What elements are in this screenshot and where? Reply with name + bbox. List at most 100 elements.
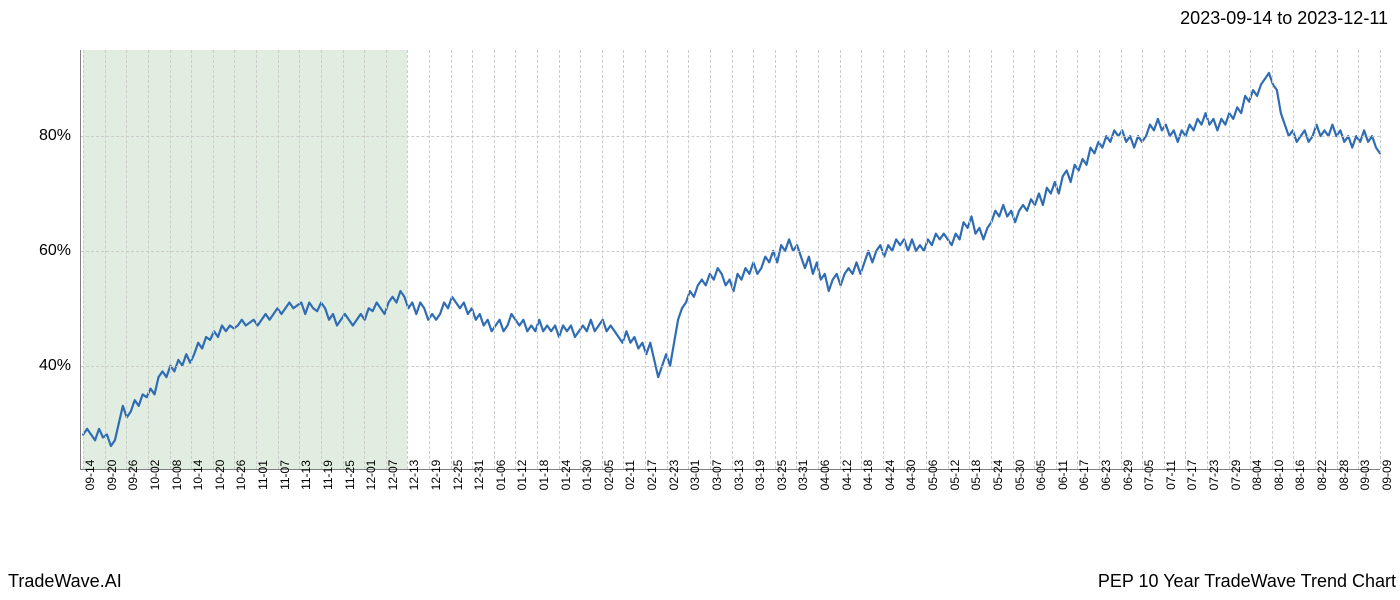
x-tick-label: 03-25	[775, 460, 789, 491]
v-gridline	[580, 50, 581, 469]
x-tick-label: 06-05	[1034, 460, 1048, 491]
v-gridline	[1185, 50, 1186, 469]
x-tick-label: 09-09	[1380, 460, 1394, 491]
x-tick-label: 06-29	[1121, 460, 1135, 491]
x-tick-label: 01-30	[580, 460, 594, 491]
v-gridline	[299, 50, 300, 469]
v-gridline	[1337, 50, 1338, 469]
v-gridline	[796, 50, 797, 469]
v-gridline	[256, 50, 257, 469]
v-gridline	[321, 50, 322, 469]
x-tick-label: 07-23	[1207, 460, 1221, 491]
v-gridline	[1315, 50, 1316, 469]
date-range-label: 2023-09-14 to 2023-12-11	[1180, 8, 1388, 29]
v-gridline	[753, 50, 754, 469]
x-tick-label: 05-30	[1013, 460, 1027, 491]
v-gridline	[602, 50, 603, 469]
v-gridline	[710, 50, 711, 469]
x-tick-label: 07-11	[1164, 460, 1178, 490]
x-tick-label: 10-02	[148, 460, 162, 491]
v-gridline	[667, 50, 668, 469]
v-gridline	[191, 50, 192, 469]
v-gridline	[537, 50, 538, 469]
v-gridline	[1056, 50, 1057, 469]
v-gridline	[1099, 50, 1100, 469]
v-gridline	[1380, 50, 1381, 469]
x-tick-label: 07-29	[1229, 460, 1243, 491]
v-gridline	[904, 50, 905, 469]
x-tick-label: 10-26	[234, 460, 248, 491]
v-gridline	[991, 50, 992, 469]
x-tick-label: 05-06	[926, 460, 940, 491]
x-tick-label: 02-05	[602, 460, 616, 491]
x-tick-label: 10-14	[191, 460, 205, 491]
x-tick-label: 06-17	[1077, 460, 1091, 491]
chart-title: PEP 10 Year TradeWave Trend Chart	[1098, 571, 1396, 592]
x-tick-label: 02-17	[645, 460, 659, 491]
x-tick-label: 12-07	[386, 460, 400, 491]
v-gridline	[1034, 50, 1035, 469]
x-tick-label: 01-24	[559, 460, 573, 491]
v-gridline	[926, 50, 927, 469]
x-tick-label: 03-13	[732, 460, 746, 491]
x-tick-label: 11-19	[321, 460, 335, 490]
x-tick-label: 05-18	[969, 460, 983, 491]
v-gridline	[861, 50, 862, 469]
v-gridline	[213, 50, 214, 469]
x-tick-label: 12-25	[451, 460, 465, 491]
x-tick-label: 06-23	[1099, 460, 1113, 491]
v-gridline	[407, 50, 408, 469]
x-tick-label: 03-07	[710, 460, 724, 491]
x-tick-label: 12-13	[407, 460, 421, 491]
v-gridline	[623, 50, 624, 469]
v-gridline	[1164, 50, 1165, 469]
x-tick-label: 08-04	[1250, 460, 1264, 491]
x-tick-label: 08-16	[1293, 460, 1307, 491]
x-tick-label: 04-30	[904, 460, 918, 491]
v-gridline	[472, 50, 473, 469]
y-tick-label: 60%	[39, 242, 71, 260]
x-tick-label: 09-20	[105, 460, 119, 491]
x-tick-label: 04-12	[840, 460, 854, 491]
v-gridline	[1121, 50, 1122, 469]
x-tick-label: 11-01	[256, 460, 270, 490]
x-tick-label: 05-24	[991, 460, 1005, 491]
v-gridline	[775, 50, 776, 469]
v-gridline	[278, 50, 279, 469]
v-gridline	[818, 50, 819, 469]
x-tick-label: 07-17	[1185, 460, 1199, 491]
x-tick-label: 11-25	[343, 460, 357, 490]
v-gridline	[1077, 50, 1078, 469]
v-gridline	[451, 50, 452, 469]
v-gridline	[948, 50, 949, 469]
x-tick-label: 08-22	[1315, 460, 1329, 491]
x-tick-label: 07-05	[1142, 460, 1156, 491]
x-tick-label: 08-28	[1337, 460, 1351, 491]
x-tick-label: 02-23	[667, 460, 681, 491]
x-tick-label: 10-08	[170, 460, 184, 491]
v-gridline	[1272, 50, 1273, 469]
v-gridline	[969, 50, 970, 469]
x-tick-label: 09-03	[1358, 460, 1372, 491]
v-gridline	[645, 50, 646, 469]
y-tick-label: 80%	[39, 127, 71, 145]
x-tick-label: 12-19	[429, 460, 443, 491]
x-tick-label: 11-07	[278, 460, 292, 490]
x-tick-label: 05-12	[948, 460, 962, 491]
plot-area: 40%60%80%09-1409-2009-2610-0210-0810-141…	[80, 50, 1380, 470]
x-tick-label: 10-20	[213, 460, 227, 491]
v-gridline	[883, 50, 884, 469]
x-tick-label: 12-31	[472, 460, 486, 491]
v-gridline	[732, 50, 733, 469]
v-gridline	[364, 50, 365, 469]
v-gridline	[234, 50, 235, 469]
v-gridline	[386, 50, 387, 469]
v-gridline	[126, 50, 127, 469]
x-tick-label: 03-31	[796, 460, 810, 491]
x-tick-label: 12-01	[364, 460, 378, 491]
x-tick-label: 08-10	[1272, 460, 1286, 491]
x-tick-label: 01-12	[515, 460, 529, 491]
x-tick-label: 03-01	[688, 460, 702, 491]
y-tick-label: 40%	[39, 357, 71, 375]
x-tick-label: 02-11	[623, 460, 637, 490]
